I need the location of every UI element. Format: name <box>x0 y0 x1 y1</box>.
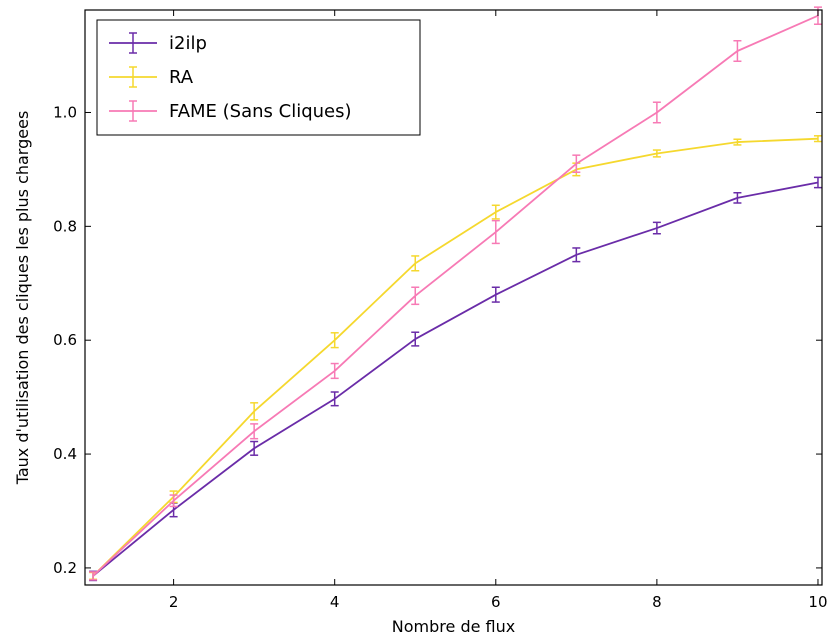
y-tick-label: 1.0 <box>53 103 77 121</box>
legend-entry: i2ilp <box>109 32 207 54</box>
legend-entry: FAME (Sans Cliques) <box>109 100 352 122</box>
series-line <box>92 181 819 577</box>
series-line <box>92 14 819 577</box>
legend-label: i2ilp <box>169 33 207 54</box>
x-tick-label: 10 <box>808 593 827 611</box>
y-tick-label: 0.8 <box>53 217 77 235</box>
legend-label: RA <box>169 67 194 88</box>
series-layer <box>89 6 822 582</box>
x-axis-label: Nombre de flux <box>392 617 515 636</box>
y-tick-label: 0.6 <box>53 331 77 349</box>
y-tick-label: 0.2 <box>53 559 77 577</box>
legend-entry: RA <box>109 66 194 88</box>
series-line <box>92 137 819 577</box>
y-axis-label: Taux d'utilisation des cliques les plus … <box>13 111 32 486</box>
plot-frame <box>84 9 823 586</box>
x-tick-label: 8 <box>652 593 662 611</box>
series-ra <box>89 135 822 581</box>
legend-label: FAME (Sans Cliques) <box>169 101 352 122</box>
x-tick-label: 2 <box>169 593 179 611</box>
ticks-layer: 2 4 6 8 10 0.2 0.4 0.6 0.8 1.0 <box>53 10 827 611</box>
y-tick-label: 0.4 <box>53 445 77 463</box>
legend: i2ilp RA FAME (Sans Cliques) <box>96 19 421 136</box>
series-fame-sans-cliques- <box>89 6 822 581</box>
x-tick-label: 6 <box>491 593 501 611</box>
x-tick-label: 4 <box>330 593 340 611</box>
